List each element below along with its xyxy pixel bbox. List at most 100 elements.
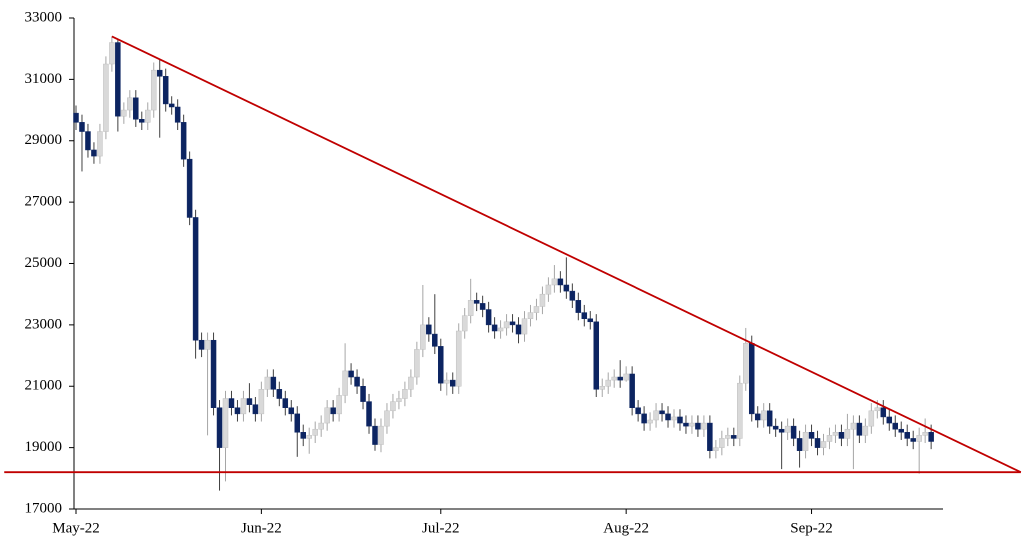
candle-body-up <box>402 389 408 399</box>
candle-body-down <box>192 217 199 341</box>
candle-body-up <box>653 410 659 421</box>
candle-body-up <box>150 69 157 111</box>
candle-body-down <box>772 425 779 430</box>
candle-body-down <box>796 438 803 451</box>
candle-body-down <box>707 422 713 451</box>
candle-body-down <box>300 432 306 439</box>
candle-body-down <box>210 339 217 408</box>
candle-body-down <box>563 284 570 292</box>
candle-body-down <box>509 321 516 326</box>
candle-body-down <box>234 407 241 415</box>
candle-body-down <box>491 324 498 332</box>
candle-body-down <box>426 324 432 335</box>
y-tick-label: 29000 <box>25 132 63 148</box>
y-tick-label: 19000 <box>25 439 63 455</box>
candle-body-down <box>892 422 899 430</box>
candle-body-up <box>868 410 875 427</box>
candle-body-down <box>198 339 205 350</box>
candle-body-up <box>312 428 318 436</box>
candle-body-down <box>856 422 863 436</box>
candle-body-up <box>103 63 109 132</box>
candle-body-up <box>701 422 707 430</box>
candle-body-up <box>784 425 791 433</box>
candle-body-down <box>617 376 623 381</box>
candle-body-up <box>832 432 839 436</box>
candle-body-down <box>886 416 893 424</box>
candle-body-up <box>689 422 695 427</box>
candle-body-up <box>844 428 851 439</box>
candle-body-up <box>121 109 127 117</box>
y-tick-label: 17000 <box>25 500 63 516</box>
candle-body-down <box>814 438 821 448</box>
candle-body-down <box>438 346 444 384</box>
candle-body-down <box>587 318 594 323</box>
candle-body-up <box>378 425 384 445</box>
candle-body-up <box>623 373 629 381</box>
candle-body-down <box>790 425 797 439</box>
candle-body-down <box>695 422 701 430</box>
candle-body-up <box>444 379 450 384</box>
candle-body-up <box>145 109 151 123</box>
candle-body-down <box>928 432 934 442</box>
y-tick-label: 33000 <box>25 9 63 25</box>
y-tick-label: 23000 <box>25 316 63 332</box>
candle-body-down <box>139 119 145 123</box>
x-tick-label: Jun-22 <box>241 520 282 536</box>
candle-body-down <box>635 407 641 415</box>
candle-body-down <box>473 300 480 304</box>
candle-body-up <box>737 382 743 439</box>
candle-body-up <box>826 435 833 442</box>
y-tick-label: 21000 <box>25 378 63 394</box>
candle-body-up <box>318 422 324 430</box>
candle-body-down <box>665 413 671 421</box>
candle-body-down <box>228 398 235 408</box>
candle-body-up <box>725 435 731 439</box>
candle-body-up <box>109 42 115 65</box>
x-tick-label: Sep-22 <box>790 520 833 536</box>
candle-body-down <box>288 407 295 415</box>
candle-body-down <box>575 300 582 313</box>
candle-body-down <box>432 333 438 347</box>
candle-body-down <box>731 435 737 439</box>
candle-body-up <box>850 422 857 430</box>
candle-body-up <box>719 438 725 448</box>
candle-body-up <box>336 395 342 415</box>
candle-body-up <box>916 435 922 442</box>
candle-body-down <box>593 321 600 390</box>
candle-body-down <box>216 407 223 448</box>
candle-body-up <box>922 432 928 436</box>
candle-body-down <box>754 413 761 421</box>
candle-body-up <box>611 376 617 381</box>
candle-body-down <box>168 103 175 108</box>
candle-body-up <box>503 321 510 329</box>
candle-body-down <box>641 413 647 424</box>
candle-body-up <box>461 315 468 332</box>
candle-body-up <box>240 398 247 415</box>
x-tick-label: May-22 <box>52 520 100 536</box>
trend-line <box>111 35 1022 473</box>
y-tick-label: 27000 <box>25 194 63 210</box>
candle-body-down <box>79 122 85 132</box>
candle-body-down <box>246 398 253 405</box>
candle-body-down <box>898 428 904 433</box>
candle-body-down <box>557 278 564 286</box>
candle-body-up <box>874 407 881 412</box>
candle-body-down <box>294 413 301 433</box>
candle-body-up <box>324 407 330 424</box>
candle-body-up <box>551 278 558 286</box>
candle-body-down <box>186 158 193 218</box>
candle-body-up <box>760 410 767 421</box>
candle-body-down <box>270 376 277 390</box>
candle-body-down <box>838 432 845 439</box>
candle-body-up <box>671 416 677 421</box>
candle-body-down <box>360 386 366 402</box>
candle-body-down <box>85 131 91 151</box>
candle-body-up <box>539 293 546 307</box>
candle-body-down <box>629 373 635 408</box>
candle-body-down <box>354 376 360 387</box>
candle-body-down <box>276 389 283 399</box>
candle-body-down <box>880 407 887 418</box>
candle-body-down <box>479 303 486 310</box>
